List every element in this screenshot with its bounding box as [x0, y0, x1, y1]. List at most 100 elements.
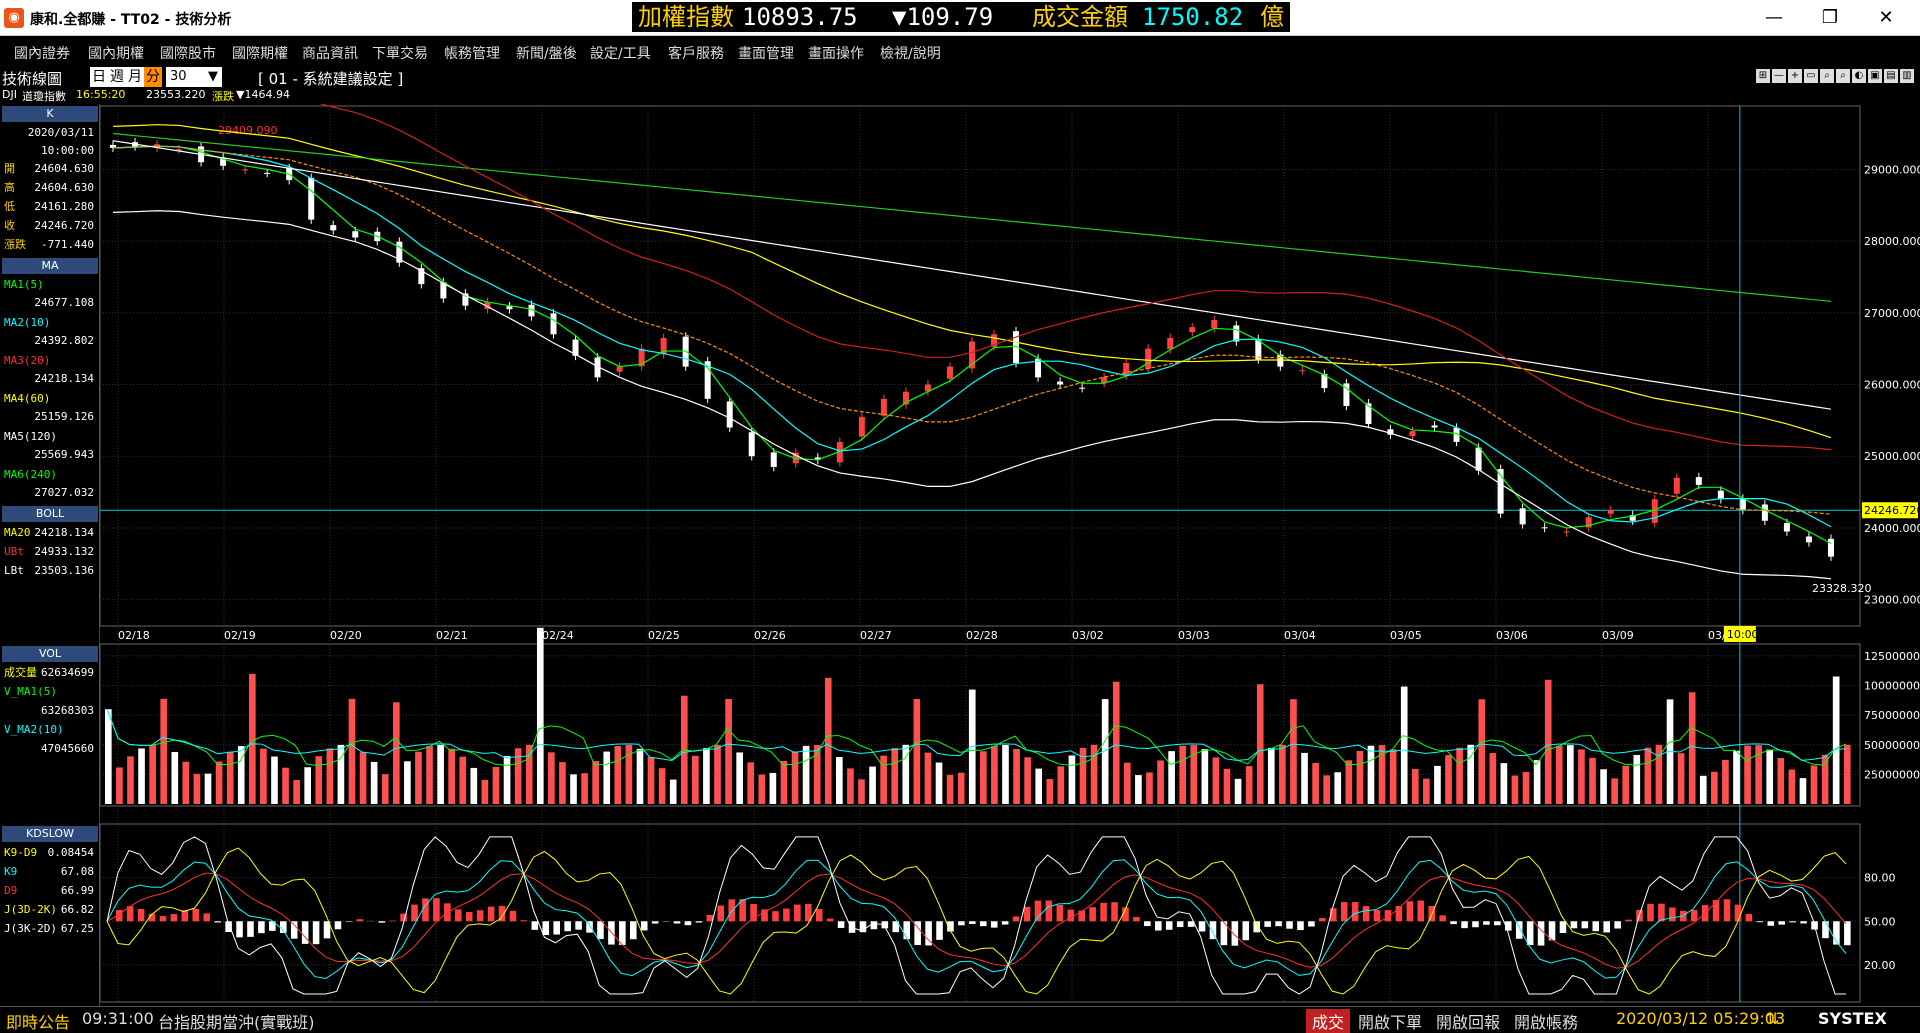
kd-diff-bar [674, 921, 681, 923]
volume-bar [1534, 760, 1541, 804]
kd-diff-bar [1778, 921, 1785, 924]
menu-item-0[interactable]: 國內證券 [14, 43, 70, 63]
chart-tool-icon[interactable]: ▤ [1884, 69, 1898, 83]
kd-diff-bar [1669, 908, 1676, 922]
kd-diff-bar [313, 921, 320, 944]
menu-item-7[interactable]: 新聞/盤後 [516, 43, 577, 63]
minimize-button[interactable]: — [1746, 0, 1802, 36]
kd-diff-bar [1789, 921, 1796, 922]
chart-tool-icon[interactable]: ⊞ [1756, 69, 1770, 83]
interval-select[interactable]: 30▼ [166, 67, 222, 87]
kd-diff-bar [291, 921, 298, 938]
price-tick-label: 24000.000 [1864, 522, 1920, 535]
volume-bar [271, 757, 278, 804]
menu-item-8[interactable]: 設定/工具 [590, 43, 651, 63]
volume-bar [1312, 763, 1319, 804]
chart-tool-icon[interactable]: ▣ [1868, 69, 1882, 83]
volume-bar [260, 749, 267, 804]
chart-tool-icon[interactable]: ⌕ [1820, 69, 1834, 83]
menu-item-4[interactable]: 商品資訊 [302, 43, 358, 63]
kd-diff-bar [1549, 921, 1556, 940]
menu-item-3[interactable]: 國際期權 [232, 43, 288, 63]
chart-tool-icon[interactable]: ⌕ [1836, 69, 1850, 83]
period-tab-1[interactable]: 週 [108, 67, 126, 87]
menu-item-6[interactable]: 帳務管理 [444, 43, 500, 63]
period-tab-3[interactable]: 分 [144, 67, 162, 87]
open-account-button[interactable]: 開啟帳務 [1510, 1009, 1582, 1033]
volume-bar [648, 757, 655, 804]
volume-bar [1323, 775, 1330, 804]
menu-item-11[interactable]: 畫面操作 [808, 43, 864, 63]
volume-bar [205, 774, 212, 804]
volume-bar [315, 756, 322, 804]
date-tick-label: 03/06 [1496, 629, 1528, 642]
kd-diff-bar [1658, 904, 1665, 922]
status-bar: 即時公告 09:31:00 台指股期當沖(實戰班) 成交 開啟下單 開啟回報 開… [0, 1006, 1920, 1030]
chart-tool-icon[interactable]: + [1788, 69, 1802, 83]
vol-tick-label: 50000000 [1864, 739, 1920, 752]
menu-item-10[interactable]: 畫面管理 [738, 43, 794, 63]
menu-item-1[interactable]: 國內期權 [88, 43, 144, 63]
setting-label[interactable]: [ 01 - 系統建議設定 ] [258, 68, 403, 89]
volume-bar [404, 761, 411, 804]
volume-bar [194, 774, 201, 804]
candle-body [1079, 388, 1085, 389]
price-tick-label: 29000.000 [1864, 163, 1920, 176]
candle-body [264, 173, 270, 174]
kd-diff-bar [302, 921, 309, 944]
volume-bar [603, 752, 610, 804]
volume-bar [448, 749, 455, 804]
chart-tool-icon[interactable]: ◐ [1852, 69, 1866, 83]
volume-bar [1611, 778, 1618, 804]
chart-toolbar: 技術線圖 日週月分 30▼ [ 01 - 系統建議設定 ] ⊞—+▭⌕⌕◐▣▤▥ [0, 66, 1920, 88]
price-panel [100, 106, 1860, 626]
kd-diff-bar [203, 913, 210, 921]
candle-body [1145, 349, 1151, 369]
volume-bar [1279, 745, 1286, 804]
candle-body [1299, 370, 1305, 371]
title-bar: ◉ 康和.全都賺 - TT02 - 技術分析 加權指數 10893.75 ▼10… [0, 0, 1920, 36]
ticker-label: 加權指數 [638, 2, 734, 32]
volume-bar [1390, 749, 1397, 804]
volume-bar [1301, 753, 1308, 804]
period-tab-0[interactable]: 日 [90, 67, 108, 87]
kd-diff-bar [1757, 921, 1764, 922]
volume-bar [504, 756, 511, 804]
chart-tool-icon[interactable]: — [1772, 69, 1786, 83]
volume-bar [1478, 699, 1485, 804]
volume-bar [1257, 684, 1264, 804]
candle-body [1828, 539, 1834, 557]
kd-diff-bar [903, 921, 910, 939]
kd-diff-bar [728, 899, 735, 921]
volume-bar [1523, 772, 1530, 804]
volume-bar [493, 767, 500, 804]
open-order-button[interactable]: 開啟下單 [1354, 1009, 1426, 1033]
volume-bar [947, 775, 954, 804]
volume-bar [1434, 766, 1441, 804]
info-time: 16:55:20 [76, 88, 125, 101]
menu-item-2[interactable]: 國際股市 [160, 43, 216, 63]
menu-item-5[interactable]: 下單交易 [372, 43, 428, 63]
date-tick-label: 02/19 [224, 629, 256, 642]
vol-ma1-line [107, 709, 1846, 765]
volume-bar [426, 746, 433, 804]
chart-tool-icon[interactable]: ▥ [1900, 69, 1914, 83]
volume-bar [1777, 758, 1784, 804]
kd-diff-bar [1057, 905, 1064, 921]
open-report-button[interactable]: 開啟回報 [1432, 1009, 1504, 1033]
period-tab-2[interactable]: 月 [126, 67, 144, 87]
menu-item-12[interactable]: 檢視/說明 [880, 43, 941, 63]
volume-bar [227, 752, 234, 804]
candle-body [1520, 508, 1526, 524]
kd-diff-bar [1024, 907, 1031, 921]
volume-bar [692, 756, 699, 804]
chevron-down-icon: ▼ [208, 67, 218, 87]
restore-button[interactable]: ❐ [1802, 0, 1858, 36]
candle-body [506, 306, 512, 309]
kd-diff-bar [1418, 901, 1425, 922]
chart-tool-icon[interactable]: ▭ [1804, 69, 1818, 83]
close-button[interactable]: ✕ [1858, 0, 1914, 36]
menu-item-9[interactable]: 客戶服務 [668, 43, 724, 63]
news-text[interactable]: 台指股期當沖(實戰班) [158, 1009, 315, 1033]
